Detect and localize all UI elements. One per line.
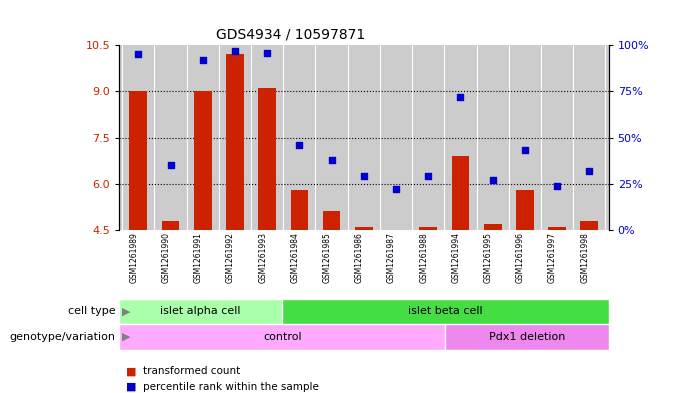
Bar	[420, 227, 437, 230]
Bar	[162, 220, 180, 230]
Text: islet beta cell: islet beta cell	[408, 307, 483, 316]
Text: islet alpha cell: islet alpha cell	[160, 307, 241, 316]
Text: GSM1261996: GSM1261996	[516, 232, 525, 283]
Text: ▶: ▶	[122, 332, 131, 342]
Bar	[445, 324, 609, 350]
Bar	[483, 224, 502, 230]
Point	[423, 173, 434, 180]
Text: GSM1261985: GSM1261985	[322, 232, 332, 283]
Bar	[226, 55, 244, 230]
Bar	[355, 227, 373, 230]
Text: genotype/variation: genotype/variation	[10, 332, 116, 342]
Text: ■: ■	[126, 366, 136, 376]
Bar	[516, 190, 534, 230]
Point	[551, 182, 562, 189]
Text: GSM1261989: GSM1261989	[129, 232, 138, 283]
Point	[358, 173, 369, 180]
Text: GSM1261990: GSM1261990	[162, 232, 171, 283]
Point	[390, 186, 401, 193]
Point	[165, 162, 176, 168]
Text: GSM1261984: GSM1261984	[290, 232, 299, 283]
Point	[230, 48, 241, 54]
Text: GSM1261998: GSM1261998	[580, 232, 590, 283]
Point	[197, 57, 208, 63]
Text: GSM1261991: GSM1261991	[194, 232, 203, 283]
Bar	[290, 190, 308, 230]
Text: control: control	[263, 332, 301, 342]
Point	[294, 142, 305, 148]
Text: cell type: cell type	[68, 307, 116, 316]
Text: GSM1261994: GSM1261994	[452, 232, 460, 283]
Bar	[548, 227, 566, 230]
Bar	[581, 220, 598, 230]
Point	[262, 50, 273, 56]
Bar	[119, 299, 282, 324]
Text: GDS4934 / 10597871: GDS4934 / 10597871	[216, 27, 365, 41]
Point	[520, 147, 530, 154]
Point	[326, 156, 337, 163]
Point	[133, 51, 143, 57]
Text: GSM1261995: GSM1261995	[483, 232, 492, 283]
Text: ■: ■	[126, 382, 136, 392]
Text: GSM1261987: GSM1261987	[387, 232, 396, 283]
Bar	[129, 91, 147, 230]
Bar	[282, 299, 609, 324]
Point	[584, 168, 595, 174]
Text: ▶: ▶	[122, 307, 131, 316]
Bar	[258, 88, 276, 230]
Bar	[119, 324, 445, 350]
Bar	[194, 91, 211, 230]
Text: GSM1261992: GSM1261992	[226, 232, 235, 283]
Text: GSM1261993: GSM1261993	[258, 232, 267, 283]
Text: transformed count: transformed count	[143, 366, 240, 376]
Text: GSM1261988: GSM1261988	[420, 232, 428, 283]
Bar	[452, 156, 469, 230]
Bar	[323, 211, 341, 230]
Point	[487, 177, 498, 183]
Point	[455, 94, 466, 100]
Text: Pdx1 deletion: Pdx1 deletion	[489, 332, 565, 342]
Text: percentile rank within the sample: percentile rank within the sample	[143, 382, 319, 392]
Text: GSM1261997: GSM1261997	[548, 232, 557, 283]
Text: GSM1261986: GSM1261986	[355, 232, 364, 283]
